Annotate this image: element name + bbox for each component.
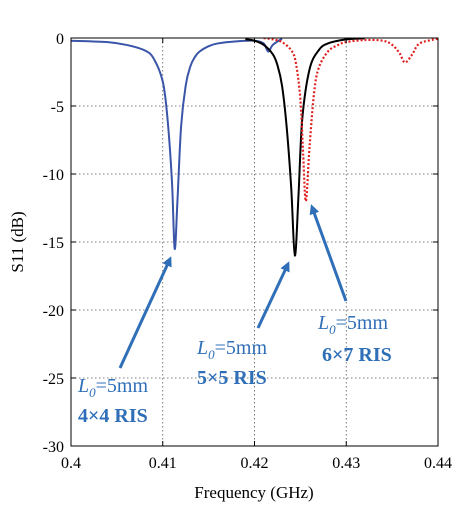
series-5x5-curve <box>245 38 365 257</box>
annotation-5x5-L: L <box>196 337 208 359</box>
annotation-5x5-sub: 0 <box>208 347 215 362</box>
x-tick-label: 0.44 <box>424 455 452 472</box>
y-tick-label: -30 <box>43 439 64 456</box>
annotation-4x4: L0=5mm 4×4 RIS <box>77 375 148 427</box>
arrow-6x7 <box>309 204 348 302</box>
y-axis-label: S11 (dB) <box>8 211 27 272</box>
x-tick-label: 0.42 <box>241 455 269 472</box>
annotation-4x4-label: 4×4 RIS <box>78 405 148 427</box>
annotation-5x5: L0=5mm 5×5 RIS <box>196 337 267 389</box>
annotation-6x7: L0=5mm 6×7 RIS <box>317 312 392 366</box>
y-tick-label: 0 <box>56 31 64 48</box>
series-6x7-curve <box>263 38 438 203</box>
annotation-5x5-rest: =5mm <box>215 337 268 359</box>
x-tick-label: 0.4 <box>61 455 81 472</box>
curves <box>71 38 438 257</box>
annotation-4x4-rest: =5mm <box>96 375 149 397</box>
tick-labels: 0.4 0.41 0.42 0.43 0.44 0 -5 -10 -15 -20 -25 -30 <box>43 31 452 472</box>
svg-text:L0=5mm: L0=5mm <box>77 375 148 400</box>
y-tick-label: -15 <box>43 235 64 252</box>
arrow-4x4 <box>118 256 172 369</box>
x-tick-label: 0.41 <box>149 455 177 472</box>
arrow-5x5 <box>256 261 290 329</box>
annotation-6x7-sub: 0 <box>329 322 336 337</box>
annotation-5x5-label: 5×5 RIS <box>197 367 267 389</box>
svg-text:L0=5mm: L0=5mm <box>196 337 267 362</box>
tick-marks <box>70 37 439 447</box>
annotation-6x7-label: 6×7 RIS <box>322 344 392 366</box>
annotation-6x7-L: L <box>317 312 329 334</box>
y-tick-label: -5 <box>51 99 64 116</box>
y-tick-label: -25 <box>43 371 64 388</box>
grid-lines <box>71 38 438 446</box>
annotation-4x4-sub: 0 <box>89 385 96 400</box>
annotation-6x7-rest: =5mm <box>336 312 389 334</box>
x-tick-label: 0.43 <box>332 455 360 472</box>
svg-text:L0=5mm: L0=5mm <box>317 312 388 337</box>
x-axis-label: Frequency (GHz) <box>194 483 313 502</box>
y-tick-label: -20 <box>43 303 64 320</box>
annotation-4x4-L: L <box>77 375 89 397</box>
series-4x4-curve <box>71 38 283 250</box>
y-tick-label: -10 <box>43 167 64 184</box>
